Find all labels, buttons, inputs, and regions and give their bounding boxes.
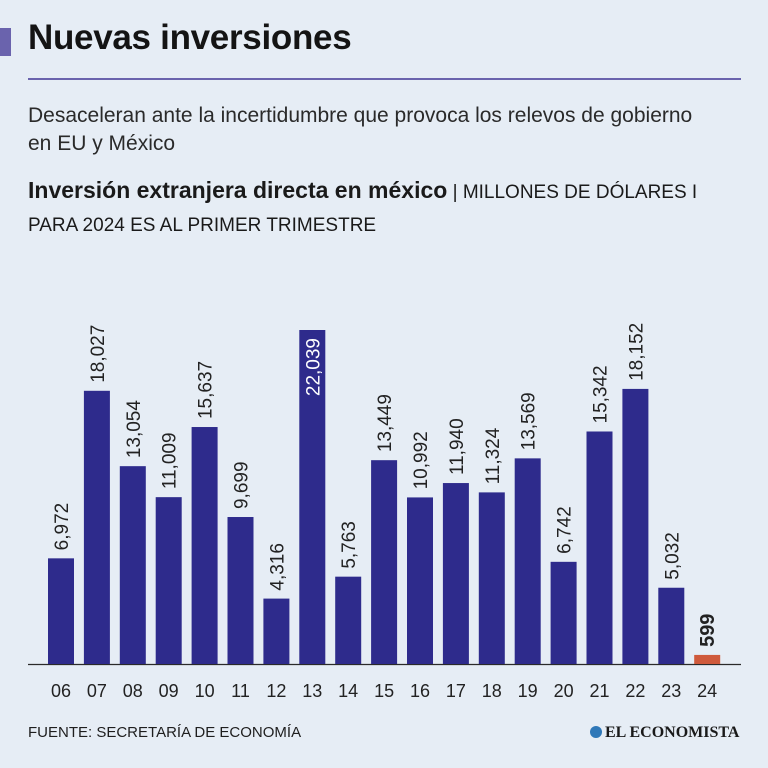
bar-13 <box>299 330 326 664</box>
value-label-19: 13,569 <box>519 392 540 450</box>
bar-21 <box>586 431 613 664</box>
category-label-22: 22 <box>625 681 645 701</box>
category-label-16: 16 <box>410 681 430 701</box>
value-label-20: 6,742 <box>555 506 576 554</box>
category-label-06: 06 <box>51 681 71 701</box>
bar-19 <box>514 458 541 664</box>
value-label-07: 18,027 <box>88 325 109 383</box>
value-label-22: 18,152 <box>626 323 647 381</box>
category-label-10: 10 <box>195 681 215 701</box>
value-label-24: 599 <box>697 614 719 647</box>
category-label-20: 20 <box>554 681 574 701</box>
bar-18 <box>478 492 505 664</box>
value-label-17: 11,940 <box>447 418 468 475</box>
value-label-06: 6,972 <box>52 503 73 551</box>
category-label-14: 14 <box>338 681 358 701</box>
title-divider <box>28 78 741 80</box>
bar-17 <box>442 483 469 664</box>
category-label-23: 23 <box>661 681 681 701</box>
bar-23 <box>658 587 685 664</box>
value-label-13: 22,039 <box>303 338 324 396</box>
bar-22 <box>622 388 649 664</box>
value-label-12: 4,316 <box>267 543 288 591</box>
category-label-11: 11 <box>231 681 250 701</box>
title-accent-bar <box>0 28 11 56</box>
bar-16 <box>407 497 433 664</box>
category-label-24: 24 <box>697 681 717 701</box>
bar-15 <box>371 460 398 664</box>
value-label-15: 13,449 <box>375 394 396 452</box>
bar-11 <box>227 517 254 664</box>
brand-name: EL ECONOMISTA <box>605 724 740 741</box>
category-label-15: 15 <box>374 681 394 701</box>
category-label-18: 18 <box>482 681 502 701</box>
category-label-12: 12 <box>266 681 286 701</box>
value-label-16: 10,992 <box>411 431 432 489</box>
category-label-17: 17 <box>446 681 466 701</box>
page-subtitle: Desaceleran ante la incertidumbre que pr… <box>28 104 693 155</box>
bar-12 <box>263 598 290 664</box>
value-label-21: 15,342 <box>591 365 612 423</box>
category-label-08: 08 <box>123 681 143 701</box>
value-label-11: 9,699 <box>232 461 253 509</box>
value-label-18: 11,324 <box>483 427 504 484</box>
bar-10 <box>191 427 218 664</box>
chart-heading: Inversión extranjera directa en méxico |… <box>28 174 728 242</box>
brand-logo: EL ECONOMISTA <box>590 724 739 742</box>
value-label-14: 5,763 <box>339 521 360 569</box>
category-label-07: 07 <box>87 681 107 701</box>
bar-09 <box>155 497 182 664</box>
bar-24 <box>694 654 721 664</box>
bar-14 <box>335 576 362 664</box>
category-label-19: 19 <box>518 681 538 701</box>
globe-icon <box>590 726 602 738</box>
source-note: FUENTE: SECRETARÍA DE ECONOMÍA <box>28 724 302 741</box>
chart-heading-title: Inversión extranjera directa en méxico <box>28 177 448 203</box>
bar-06 <box>48 558 74 664</box>
page-title: Nuevas inversiones <box>28 18 352 57</box>
bar-08 <box>119 466 146 664</box>
chart-heading-separator: | <box>447 182 463 203</box>
value-label-10: 15,637 <box>196 361 217 419</box>
category-label-21: 21 <box>589 681 609 701</box>
value-label-23: 5,032 <box>662 532 683 580</box>
value-label-08: 13,054 <box>124 400 145 459</box>
category-label-09: 09 <box>159 681 179 701</box>
bar-07 <box>83 390 110 664</box>
category-label-13: 13 <box>302 681 322 701</box>
bar-20 <box>550 561 577 664</box>
chart-heading-units: MILLONES DE DÓLARES I PARA 2024 ES AL PR… <box>28 182 698 236</box>
value-label-09: 11,009 <box>160 432 181 489</box>
